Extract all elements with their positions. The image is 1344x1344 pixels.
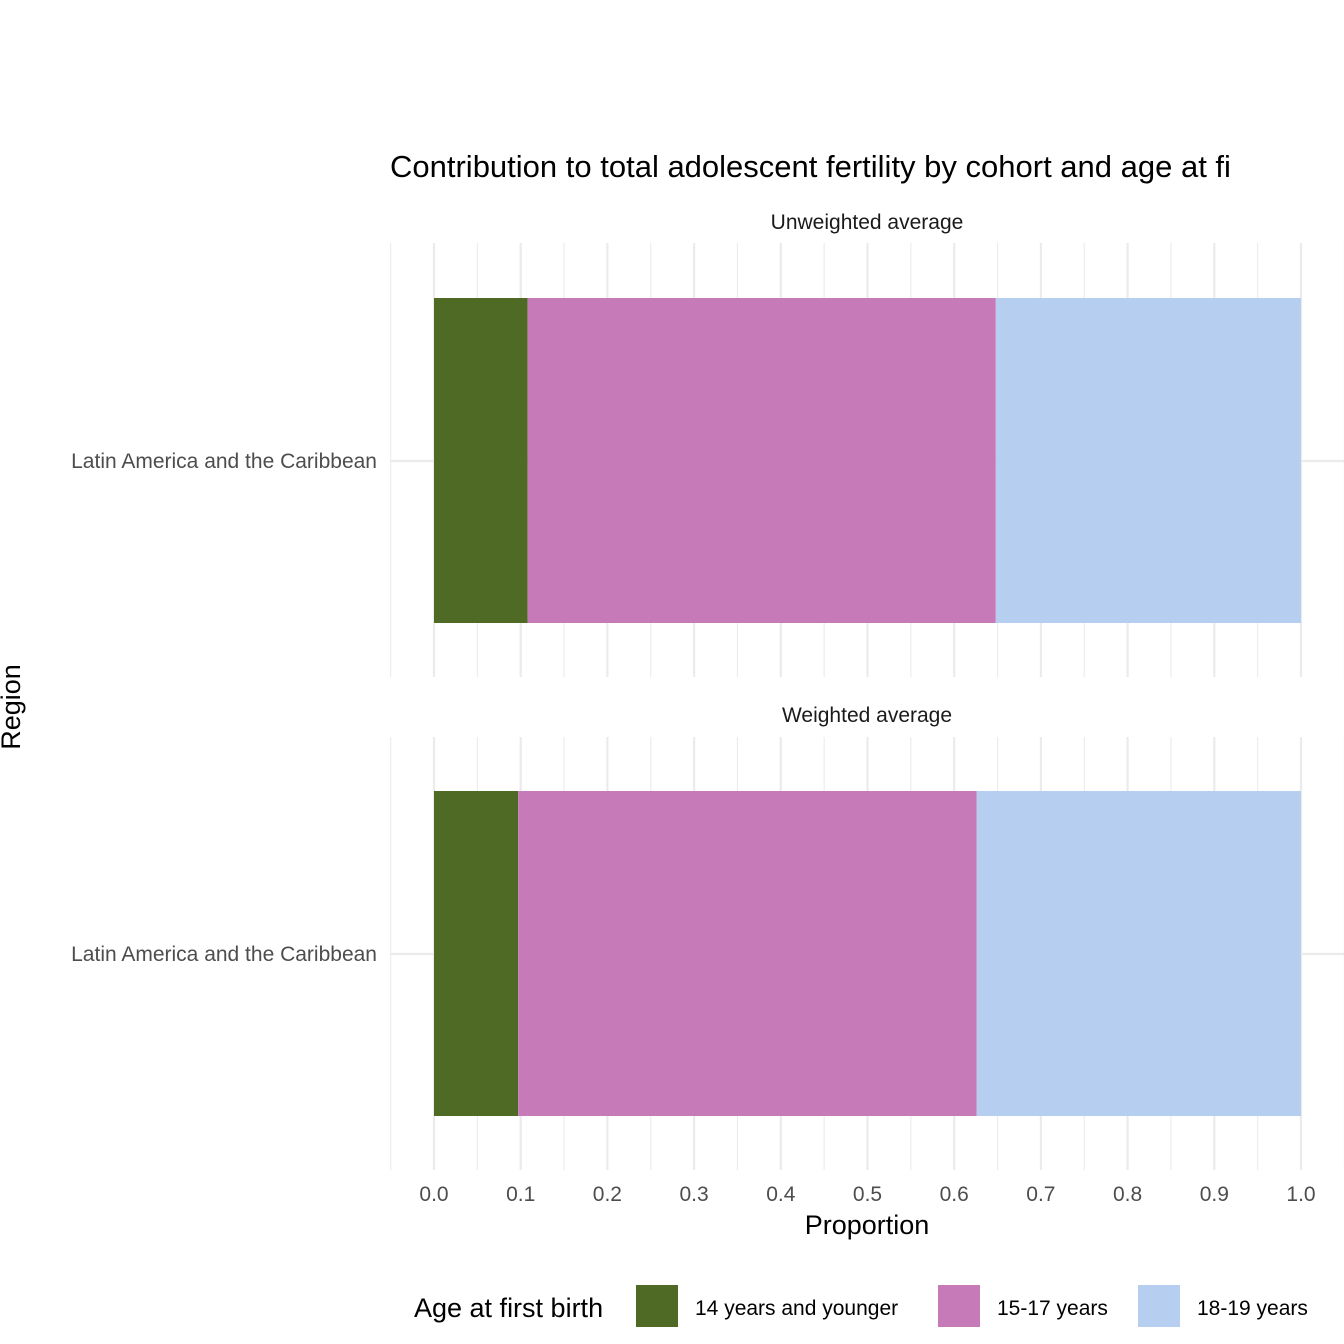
x-tick-label: 0.3 <box>679 1183 708 1206</box>
bar-segment-15-17-years <box>518 791 977 1116</box>
bar-segment-14-years-and-younger <box>434 298 528 623</box>
y-tick-label: Latin America and the Caribbean <box>71 450 377 473</box>
x-tick-label: 0.1 <box>506 1183 535 1206</box>
x-axis-title: Proportion <box>805 1210 930 1240</box>
x-tick-label: 0.8 <box>1113 1183 1142 1206</box>
legend-key-18-19 <box>1138 1285 1180 1327</box>
facet-panel-weighted: Weighted average Latin America and the C… <box>71 704 1344 1170</box>
facet-panel-unweighted: Unweighted average Latin America and the… <box>71 211 1344 677</box>
x-tick-label: 0.5 <box>853 1183 882 1206</box>
facet-label-unweighted: Unweighted average <box>771 211 964 234</box>
legend-key-14-and-younger <box>636 1285 678 1327</box>
x-axis-ticks: 0.0 0.1 0.2 0.3 0.4 0.5 0.6 0.7 0.8 0.9 1.0 <box>419 1183 1315 1206</box>
y-axis-title: Region <box>0 664 26 750</box>
x-tick-label: 0.7 <box>1026 1183 1055 1206</box>
facet-label-weighted: Weighted average <box>782 704 952 727</box>
chart-title: Contribution to total adolescent fertili… <box>390 149 1231 184</box>
legend-title: Age at first birth <box>414 1293 603 1323</box>
bar-segment-14-years-and-younger <box>434 791 519 1116</box>
legend-label-18-19: 18-19 years <box>1197 1297 1308 1320</box>
bar-segment-18-19-years <box>976 791 1301 1116</box>
legend-label-15-17: 15-17 years <box>997 1297 1108 1320</box>
x-tick-label: 0.9 <box>1200 1183 1229 1206</box>
x-tick-label: 0.2 <box>593 1183 622 1206</box>
legend-label-14-and-younger: 14 years and younger <box>695 1297 898 1320</box>
x-tick-label: 0.6 <box>940 1183 969 1206</box>
x-tick-label: 0.0 <box>419 1183 448 1206</box>
x-tick-label: 1.0 <box>1286 1183 1315 1206</box>
y-tick-label: Latin America and the Caribbean <box>71 943 377 966</box>
x-tick-label: 0.4 <box>766 1183 796 1206</box>
bar-group <box>434 298 1301 623</box>
bar-segment-18-19-years <box>995 298 1301 623</box>
bar-group <box>434 791 1301 1116</box>
legend-key-15-17 <box>938 1285 980 1327</box>
bar-segment-15-17-years <box>527 298 996 623</box>
legend: Age at first birth 14 years and younger … <box>414 1285 1308 1327</box>
